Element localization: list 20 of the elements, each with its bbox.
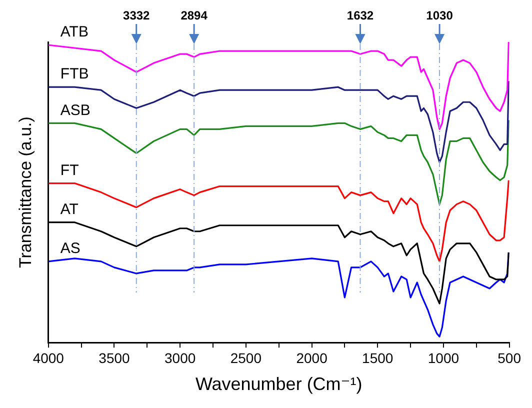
series-label: ASB	[60, 102, 90, 119]
x-tick-label: 2500	[230, 350, 262, 366]
series-label: FT	[60, 162, 79, 179]
series-label: ATB	[60, 24, 88, 41]
ref-line-label: 3332	[123, 8, 150, 22]
ref-line-label: 1030	[426, 8, 454, 22]
series-label: AT	[60, 201, 78, 218]
ref-line-label: 1632	[346, 8, 374, 22]
x-tick-label: 1000	[428, 350, 460, 366]
series-label: AS	[60, 240, 80, 258]
ref-line-label: 2894	[180, 8, 208, 22]
x-axis-title: Wavenumber (Cm⁻¹)	[195, 374, 362, 394]
x-tick-label: 3500	[98, 350, 130, 366]
y-axis-title: Transmittance (a.u.)	[16, 116, 35, 268]
series-label: FTB	[60, 66, 89, 83]
x-tick-label: 500	[498, 350, 522, 366]
x-tick-label: 2000	[296, 350, 328, 366]
x-tick-label: 1500	[362, 350, 394, 366]
x-tick-label: 3000	[164, 350, 196, 366]
x-tick-label: 4000	[32, 350, 64, 366]
